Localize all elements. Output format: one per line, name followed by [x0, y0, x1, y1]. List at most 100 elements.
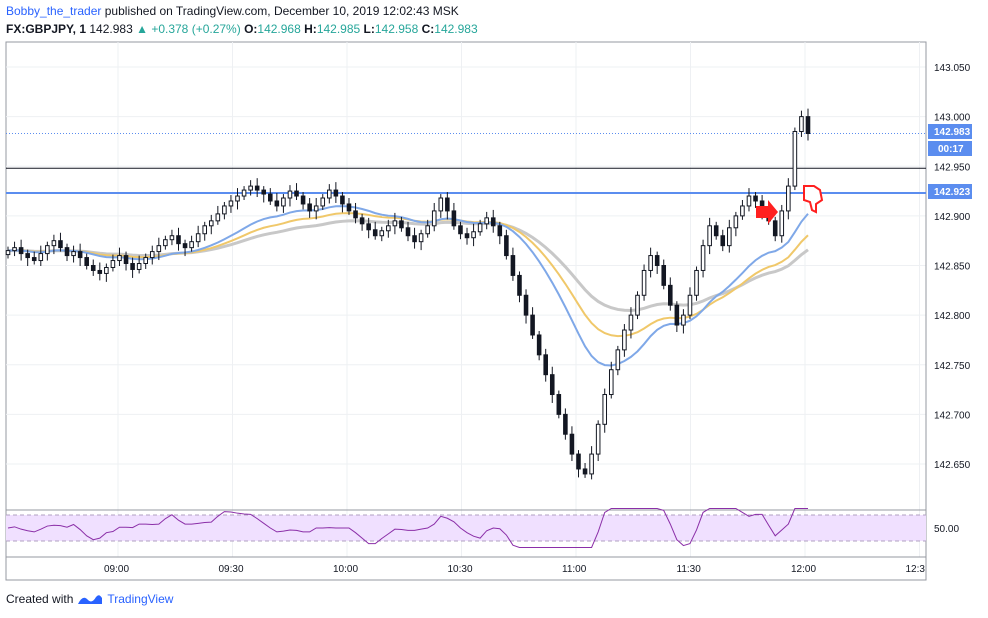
candle-body	[720, 235, 726, 247]
author-link[interactable]: Bobby_the_trader	[6, 4, 102, 18]
candle-body	[740, 205, 745, 217]
high-label: H:	[304, 22, 317, 36]
candle-body	[176, 235, 181, 245]
grid	[6, 42, 926, 557]
candle-body	[746, 195, 752, 207]
time-tick-label: 09:30	[219, 564, 244, 575]
candle-body	[431, 210, 437, 227]
candle-body	[412, 235, 417, 243]
candle-body	[445, 197, 450, 212]
price-tick-label: 142.950	[934, 162, 971, 173]
candle-body	[484, 217, 489, 225]
candle-body	[110, 260, 116, 268]
candle-body	[117, 255, 122, 262]
candle-body	[681, 314, 686, 326]
time-tick-label: 09:00	[104, 564, 129, 575]
rsi-axis-tick: 50.00	[934, 524, 959, 535]
candle-body	[340, 195, 345, 205]
candle-body	[727, 227, 732, 247]
candle-body	[641, 269, 647, 296]
candle-body	[58, 240, 63, 249]
open-value: 142.968	[257, 22, 301, 36]
candle-body	[687, 294, 693, 316]
candle-body	[254, 185, 260, 191]
candle-body	[464, 233, 470, 239]
candle-body	[379, 230, 385, 237]
candle-body	[346, 203, 352, 212]
candle-body	[300, 195, 306, 205]
candle-body	[208, 220, 214, 227]
candle-body	[451, 210, 457, 227]
candle-body	[805, 116, 811, 134]
candle-body	[595, 423, 601, 455]
candle-body	[163, 239, 168, 247]
candle-body	[589, 453, 594, 475]
open-label: O:	[244, 22, 258, 36]
level-tag: 142.923	[934, 187, 971, 198]
candle-body	[84, 257, 89, 266]
low-label: L:	[363, 22, 375, 36]
price-tick-label: 142.800	[934, 311, 971, 322]
price-axis: 143.050 143.000 142.950 142.900 142.850 142.8…	[934, 63, 971, 471]
candle-body	[130, 263, 135, 270]
symbol-label: FX:GBPJPY, 1	[6, 22, 87, 36]
candle-body	[241, 189, 247, 197]
candle-body	[195, 233, 201, 243]
candle-body	[71, 251, 76, 257]
time-tick-label: 10:00	[333, 564, 358, 575]
candle-body	[530, 314, 535, 336]
candle-body	[490, 217, 496, 227]
candle-body	[366, 223, 371, 231]
created-with-text: Created with	[6, 592, 74, 606]
candle-body	[733, 215, 739, 229]
candle-body	[294, 190, 299, 197]
level-tag-bg	[928, 184, 972, 199]
candle-body	[182, 243, 188, 249]
candle-body	[635, 294, 640, 316]
candle-body	[543, 354, 548, 376]
tradingview-link[interactable]: TradingView	[107, 592, 174, 606]
candle-body	[694, 269, 699, 296]
candle-body	[51, 240, 57, 247]
time-tick-label: 12:00	[791, 564, 816, 575]
candle-body	[438, 197, 444, 212]
candle-body	[563, 413, 568, 435]
candle-body	[622, 329, 627, 351]
candle-body	[799, 116, 804, 133]
price-tick-label: 142.900	[934, 212, 971, 223]
price-tick-label: 142.700	[934, 410, 971, 421]
candle-body	[215, 213, 221, 222]
candle-body	[648, 255, 653, 271]
candle-body	[228, 200, 234, 207]
candle-body	[386, 225, 391, 232]
candle-body	[510, 255, 516, 276]
candle-body	[517, 274, 522, 296]
candle-body	[792, 131, 798, 187]
candle-body	[405, 227, 411, 237]
rsi-series	[7, 508, 808, 548]
candle-body	[556, 394, 562, 415]
candle-body	[753, 195, 758, 202]
time-tick-label: 12:3	[906, 564, 926, 575]
candle-body	[707, 225, 712, 247]
last-price: 142.983	[89, 22, 133, 36]
candle-body	[628, 314, 634, 331]
tradingview-logo-icon	[78, 595, 103, 604]
candle-body	[202, 225, 208, 235]
high-value: 142.985	[316, 22, 361, 36]
price-tick-label: 142.850	[934, 262, 971, 273]
candle-body	[772, 220, 778, 237]
candle-body	[399, 220, 404, 229]
arrow-annotation	[756, 200, 778, 224]
candle-body	[418, 233, 424, 243]
candle-body	[458, 225, 463, 235]
candle-body	[274, 200, 280, 207]
candle-body	[248, 185, 253, 191]
time-tick-label: 11:00	[562, 564, 587, 575]
candle-body	[12, 247, 17, 252]
candle-body	[281, 197, 286, 207]
header-line-2: FX:GBPJPY, 1 142.983 ▲ +0.378 (+0.27%) O…	[6, 22, 478, 36]
candle-body	[5, 250, 11, 256]
candle-body	[64, 247, 70, 257]
